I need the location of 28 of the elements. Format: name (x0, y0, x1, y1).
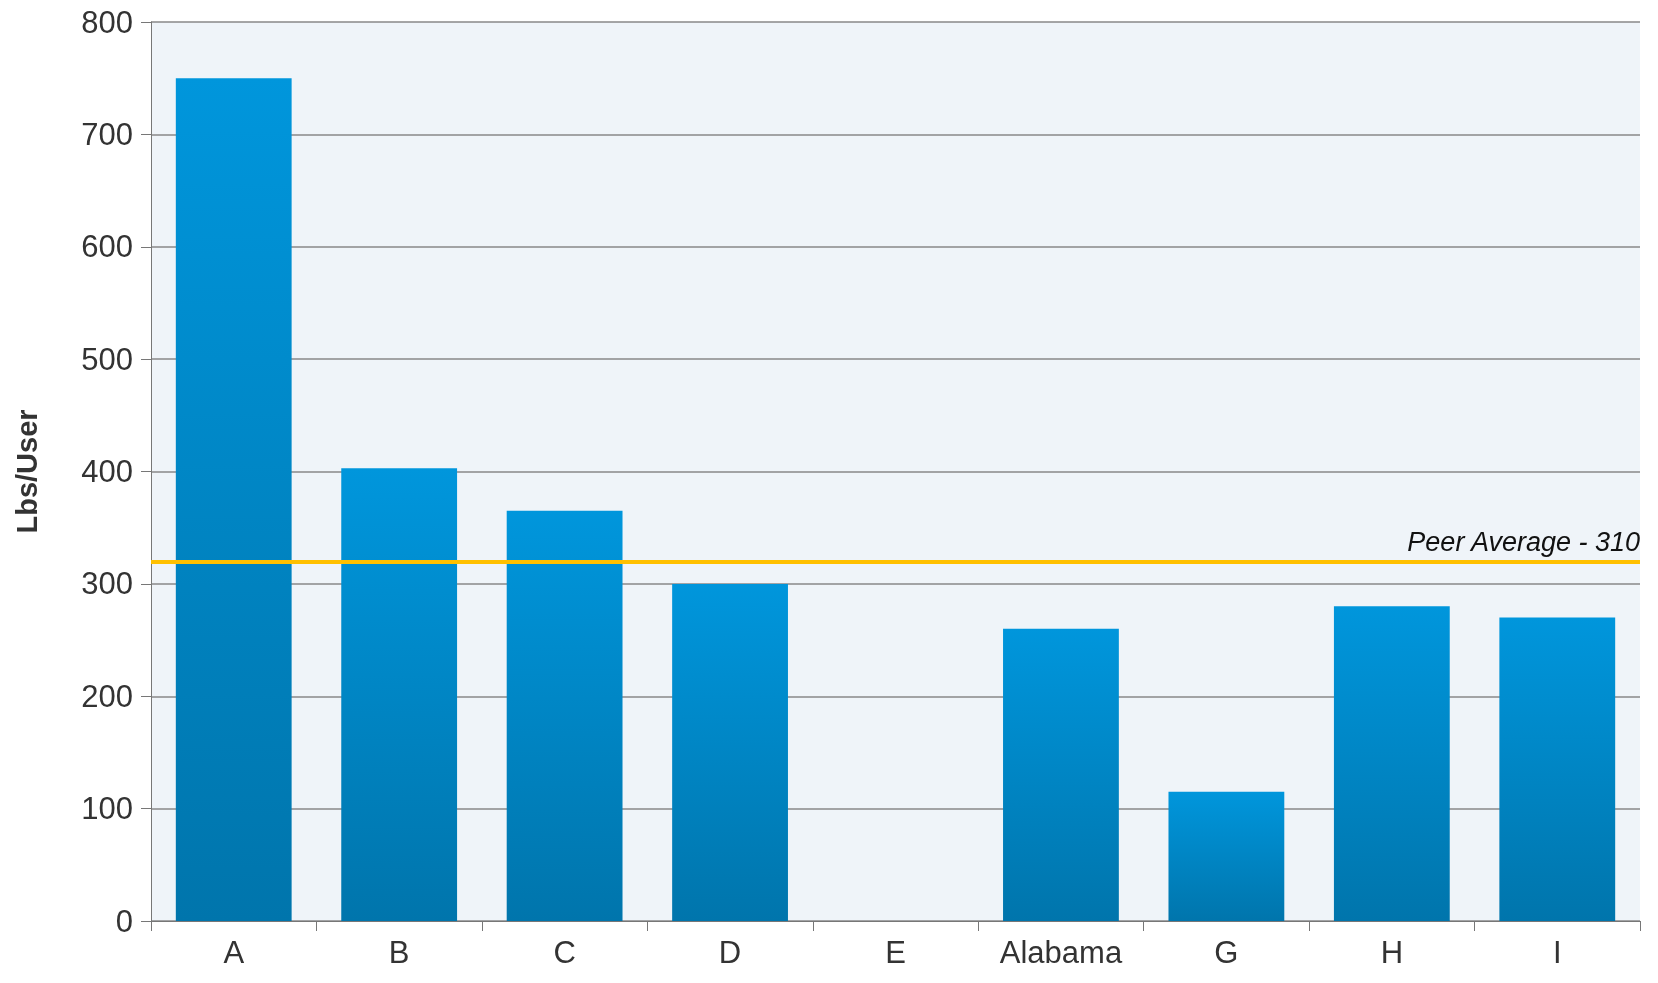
y-tick-label: 200 (81, 678, 133, 714)
bar (672, 583, 788, 921)
x-tick-label: B (388, 935, 410, 970)
bar (506, 510, 623, 921)
bar (175, 78, 292, 921)
y-tick-label: 100 (81, 791, 133, 827)
y-tick-label: 600 (81, 229, 133, 265)
x-tick-label: E (885, 935, 906, 970)
x-tick-label: H (1380, 935, 1404, 970)
y-tick-label: 300 (81, 566, 133, 602)
bar (1499, 617, 1616, 921)
y-tick-label: 700 (81, 116, 133, 152)
x-tick-label: D (718, 935, 742, 970)
y-axis-title: Lbs/User (10, 409, 43, 534)
bar (1333, 606, 1450, 921)
bar (1168, 791, 1285, 921)
x-tick-label: I (1552, 935, 1562, 970)
x-tick-label: G (1214, 935, 1239, 970)
x-tick-label: C (553, 935, 576, 970)
x-tick-label: Alabama (999, 935, 1123, 970)
y-tick-label: 0 (115, 903, 133, 939)
bar (341, 468, 458, 921)
bar (1003, 628, 1119, 921)
ref-line-label: Peer Average - 310 (1407, 526, 1640, 557)
y-tick-label: 800 (81, 4, 133, 40)
y-tick-label: 500 (81, 341, 133, 377)
x-tick-label: A (223, 935, 245, 970)
y-tick-label: 400 (81, 454, 133, 489)
